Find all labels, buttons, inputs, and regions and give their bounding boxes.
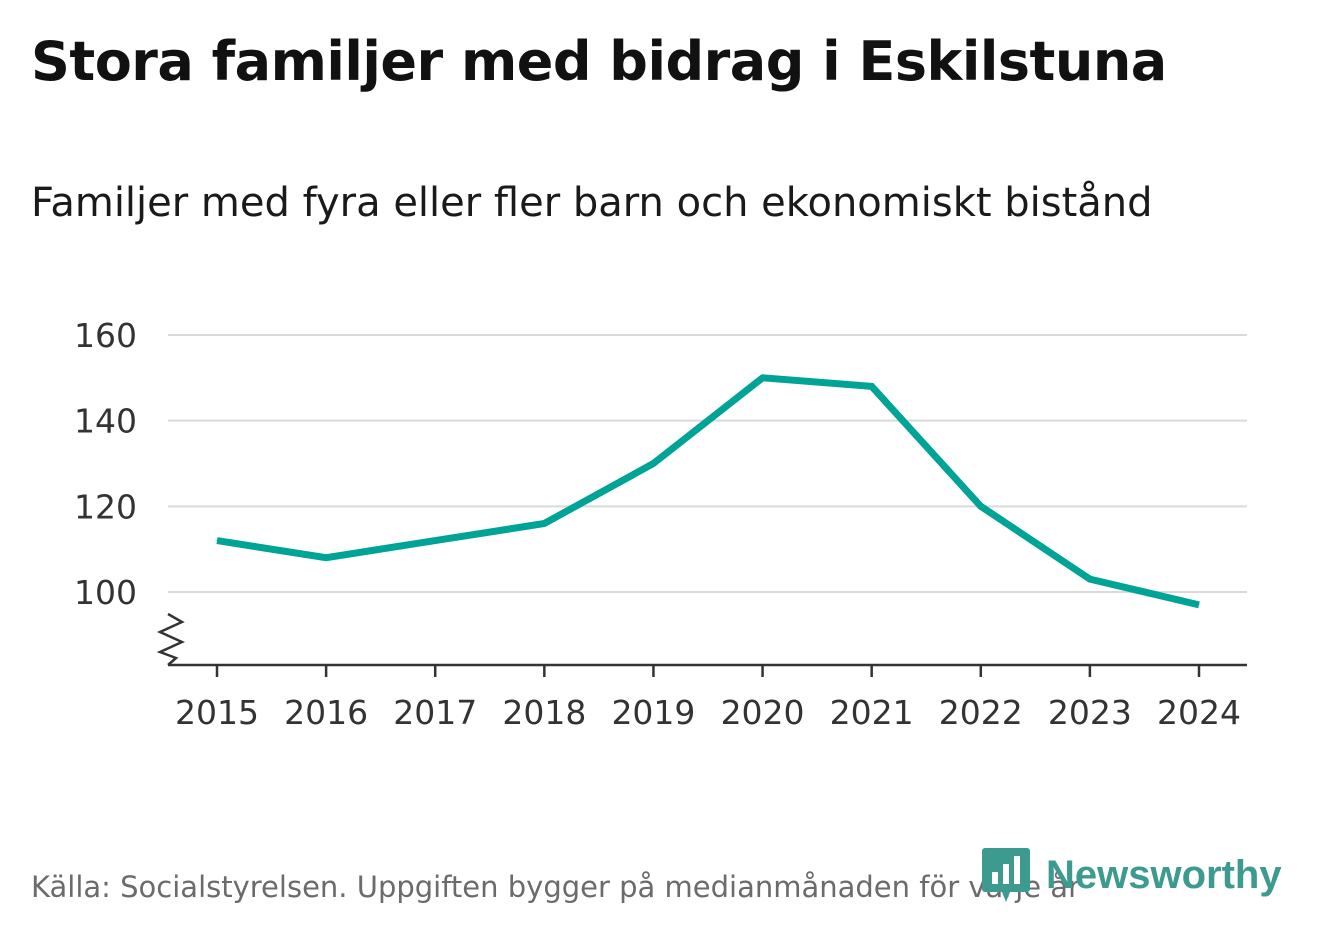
brand-name: Newsworthy [1046, 852, 1282, 897]
x-tick-label: 2022 [939, 693, 1023, 732]
data-point-2019 [652, 463, 654, 464]
x-axis-tick-labels: 2015 2016 2017 2018 2019 2020 2021 2022 2023 2024 [175, 693, 1241, 732]
x-tick-label: 2018 [502, 693, 586, 732]
x-tick-label: 2024 [1157, 693, 1241, 732]
series-line [216, 374, 1200, 609]
x-tick-label: 2016 [284, 693, 368, 732]
series-group [216, 374, 1200, 609]
x-tick-label: 2021 [830, 693, 914, 732]
data-point-2017 [434, 540, 436, 542]
x-tick-label: 2023 [1048, 693, 1132, 732]
data-point-2024 [1198, 604, 1200, 606]
x-tick-label: 2017 [393, 693, 477, 732]
y-axis-tick-labels: 100 120 140 160 [74, 316, 137, 612]
y-tick-label: 160 [74, 316, 137, 355]
y-tick-label: 120 [74, 487, 137, 526]
data-point-2021 [871, 385, 873, 387]
newsworthy-logo-icon [982, 848, 1030, 902]
data-point-2022 [980, 505, 982, 507]
data-point-2016 [325, 557, 327, 559]
brand-logo: Newsworthy [982, 848, 1282, 902]
x-tick-label: 2015 [175, 693, 259, 732]
source-note: Källa: Socialstyrelsen. Uppgiften bygger… [31, 870, 1080, 904]
data-point-2023 [1089, 578, 1091, 580]
x-axis [156, 612, 1247, 677]
gridlines [168, 334, 1247, 593]
chart-subtitle: Familjer med fyra eller fler barn och ek… [31, 180, 1153, 226]
chart-title: Stora familjer med bidrag i Eskilstuna [31, 30, 1167, 93]
y-tick-label: 100 [74, 573, 137, 612]
x-tick-label: 2019 [611, 693, 695, 732]
y-tick-label: 140 [74, 402, 137, 441]
y-axis-break-mark [156, 612, 186, 666]
x-tick-label: 2020 [721, 693, 805, 732]
data-point-2020 [762, 377, 764, 379]
data-point-2018 [543, 522, 545, 524]
data-point-2015 [216, 540, 218, 542]
